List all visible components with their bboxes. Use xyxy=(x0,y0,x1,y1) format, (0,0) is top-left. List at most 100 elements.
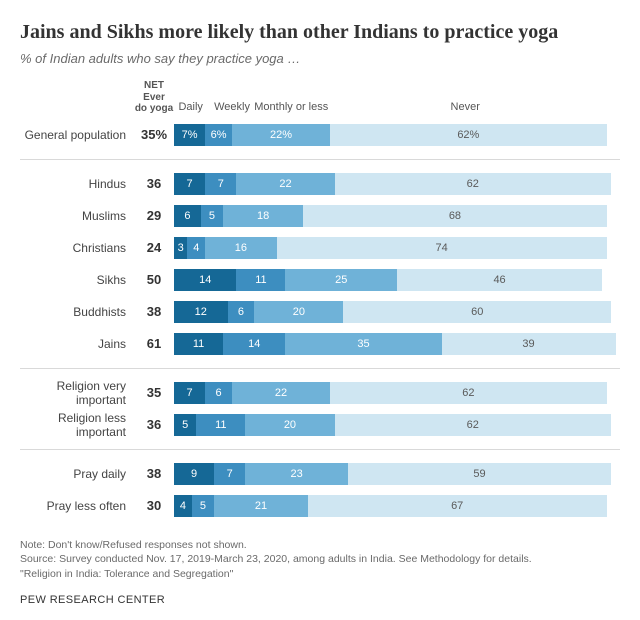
stacked-bar: 762262 xyxy=(174,382,620,404)
net-value: 36 xyxy=(134,417,174,432)
net-value: 35% xyxy=(134,127,174,142)
stacked-bar: 772262 xyxy=(174,173,620,195)
header-row: NET Ever do yoga Daily Weekly Monthly or l… xyxy=(20,80,620,115)
bar-segment-monthly: 22 xyxy=(236,173,334,195)
bar-segment-never: 62 xyxy=(335,414,612,436)
bar-segment-weekly: 14 xyxy=(223,333,285,355)
bar-segment-daily: 14 xyxy=(174,269,236,291)
data-row: General population35%7%6%22%62% xyxy=(20,121,620,149)
net-value: 35 xyxy=(134,385,174,400)
bar-segment-never: 67 xyxy=(308,495,607,517)
bar-segment-daily: 7% xyxy=(174,124,205,146)
stacked-bar: 452167 xyxy=(174,495,620,517)
bar-segment-never: 62 xyxy=(335,173,612,195)
net-value: 30 xyxy=(134,498,174,513)
bar-segment-weekly: 11 xyxy=(196,414,245,436)
row-label: Christians xyxy=(20,241,134,255)
bar-segment-monthly: 22 xyxy=(232,382,330,404)
bar-segment-daily: 5 xyxy=(174,414,196,436)
data-row: Pray daily38972359 xyxy=(20,460,620,488)
data-row: Religion very important35762262 xyxy=(20,379,620,407)
row-label: Jains xyxy=(20,337,134,351)
bar-segment-never: 68 xyxy=(303,205,606,227)
bar-segment-weekly: 6 xyxy=(205,382,232,404)
bar-segment-weekly: 4 xyxy=(187,237,205,259)
bar-segment-weekly: 5 xyxy=(192,495,214,517)
row-group: Pray daily38972359 Pray less often3045216… xyxy=(20,460,620,530)
chart-notes: Note: Don't know/Refused responses not s… xyxy=(20,538,620,582)
bar-segment-monthly: 22% xyxy=(232,124,330,146)
row-label: Pray daily xyxy=(20,467,134,481)
row-label: Buddhists xyxy=(20,305,134,319)
net-value: 38 xyxy=(134,304,174,319)
bar-segment-weekly: 7 xyxy=(214,463,245,485)
net-value: 36 xyxy=(134,176,174,191)
groups-container: General population35%7%6%22%62%Hindus367… xyxy=(20,121,620,530)
bar-segment-daily: 6 xyxy=(174,205,201,227)
stacked-bar: 651868 xyxy=(174,205,620,227)
data-row: Sikhs5014112546 xyxy=(20,266,620,294)
bar-segment-never: 62 xyxy=(330,382,607,404)
stacked-bar: 1262060 xyxy=(174,301,620,323)
row-label: Religion less important xyxy=(20,411,134,439)
bar-segment-daily: 3 xyxy=(174,237,187,259)
row-label: General population xyxy=(20,128,134,142)
bar-segment-never: 60 xyxy=(343,301,611,323)
net-value: 38 xyxy=(134,466,174,481)
net-value: 50 xyxy=(134,272,174,287)
net-header-line1: NET Ever xyxy=(134,80,174,103)
bar-segment-daily: 12 xyxy=(174,301,228,323)
data-row: Christians24341674 xyxy=(20,234,620,262)
footer-attribution: PEW RESEARCH CENTER xyxy=(20,594,620,606)
bar-segment-weekly: 7 xyxy=(205,173,236,195)
note-line: "Religion in India: Tolerance and Segreg… xyxy=(20,567,620,582)
bar-segment-never: 39 xyxy=(442,333,616,355)
row-group: Hindus36772262Muslims29651868Christians2… xyxy=(20,170,620,369)
segment-label: Daily xyxy=(178,101,202,113)
row-label: Pray less often xyxy=(20,499,134,513)
stacked-bar: 972359 xyxy=(174,463,620,485)
row-label: Hindus xyxy=(20,177,134,191)
data-row: Religion less important365112062 xyxy=(20,411,620,439)
segment-label: Weekly xyxy=(214,101,250,113)
bar-segment-monthly: 23 xyxy=(245,463,348,485)
row-group: General population35%7%6%22%62% xyxy=(20,121,620,160)
net-header: NET Ever do yoga xyxy=(134,80,174,115)
net-value: 24 xyxy=(134,240,174,255)
bar-segment-monthly: 21 xyxy=(214,495,308,517)
row-group: Religion very important35762262Religion … xyxy=(20,379,620,450)
stacked-bar: 11143539 xyxy=(174,333,620,355)
bar-segment-daily: 11 xyxy=(174,333,223,355)
chart-title: Jains and Sikhs more likely than other I… xyxy=(20,20,620,45)
bar-segment-monthly: 16 xyxy=(205,237,276,259)
bar-segment-monthly: 18 xyxy=(223,205,303,227)
chart-area: NET Ever do yoga Daily Weekly Monthly or l… xyxy=(20,80,620,530)
data-row: Jains6111143539 xyxy=(20,330,620,358)
bar-segment-never: 46 xyxy=(397,269,602,291)
stacked-bar: 14112546 xyxy=(174,269,620,291)
bar-segment-daily: 4 xyxy=(174,495,192,517)
bar-segment-monthly: 25 xyxy=(285,269,397,291)
stacked-bar: 341674 xyxy=(174,237,620,259)
stacked-bar: 7%6%22%62% xyxy=(174,124,620,146)
note-line: Note: Don't know/Refused responses not s… xyxy=(20,538,620,553)
note-line: Source: Survey conducted Nov. 17, 2019-M… xyxy=(20,552,620,567)
segment-label: Monthly or less xyxy=(254,101,328,113)
row-label: Religion very important xyxy=(20,379,134,407)
bar-segment-daily: 9 xyxy=(174,463,214,485)
net-value: 29 xyxy=(134,208,174,223)
segment-label: Never xyxy=(451,101,480,113)
net-value: 61 xyxy=(134,336,174,351)
data-row: Muslims29651868 xyxy=(20,202,620,230)
bar-segment-weekly: 5 xyxy=(201,205,223,227)
bar-segment-daily: 7 xyxy=(174,173,205,195)
bar-segment-daily: 7 xyxy=(174,382,205,404)
row-label: Sikhs xyxy=(20,273,134,287)
bar-segment-never: 74 xyxy=(277,237,607,259)
bar-segment-weekly: 6% xyxy=(205,124,232,146)
chart-subtitle: % of Indian adults who say they practice… xyxy=(20,51,620,66)
bar-segment-never: 62% xyxy=(330,124,607,146)
bar-segment-weekly: 6 xyxy=(228,301,255,323)
data-row: Pray less often30452167 xyxy=(20,492,620,520)
bar-segment-monthly: 20 xyxy=(254,301,343,323)
